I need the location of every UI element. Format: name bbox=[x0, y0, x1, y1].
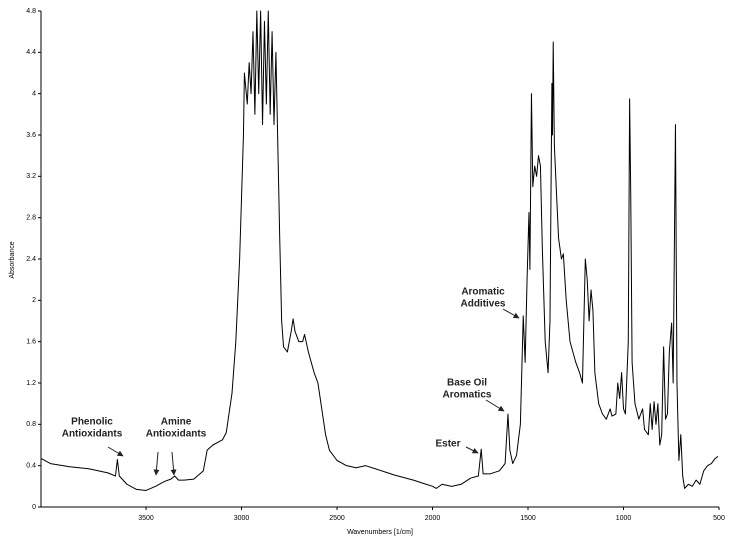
annotation: Phenolic bbox=[71, 417, 113, 428]
annotation: Aromatic bbox=[461, 287, 505, 298]
y-tick-label: 4 bbox=[32, 91, 36, 98]
annotation: Base Oil bbox=[447, 378, 487, 389]
x-tick-label: 1000 bbox=[616, 515, 632, 522]
y-tick-label: 1.2 bbox=[26, 380, 36, 387]
y-tick-label: 2.4 bbox=[26, 256, 36, 263]
y-tick-label: 3.6 bbox=[26, 132, 36, 139]
x-axis-label: Wavenumbers [1/cm] bbox=[347, 529, 413, 536]
annotation: Additives bbox=[460, 299, 505, 310]
annotation: Antioxidants bbox=[62, 429, 123, 440]
x-tick-label: 1500 bbox=[520, 515, 536, 522]
y-tick-label: 0.8 bbox=[26, 421, 36, 428]
y-tick-label: 1.6 bbox=[26, 339, 36, 346]
y-tick-label: 2 bbox=[32, 297, 36, 304]
y-tick-label: 2.8 bbox=[26, 215, 36, 222]
y-axis-label: Absorbance bbox=[9, 241, 16, 278]
y-tick-label: 4.8 bbox=[26, 8, 36, 15]
annotation: Antioxidants bbox=[146, 429, 207, 440]
y-tick-label: 0 bbox=[32, 504, 36, 511]
y-tick-label: 0.4 bbox=[26, 463, 36, 470]
annotation: Aromatics bbox=[443, 390, 492, 401]
x-tick-label: 3500 bbox=[138, 515, 154, 522]
spectrum-line bbox=[40, 10, 719, 491]
x-tick-label: 3000 bbox=[234, 515, 250, 522]
x-tick-label: 500 bbox=[713, 515, 725, 522]
x-tick-label: 2500 bbox=[329, 515, 345, 522]
annotation: Ester bbox=[435, 439, 460, 450]
x-tick-label: 2000 bbox=[425, 515, 441, 522]
y-tick-label: 4.4 bbox=[26, 49, 36, 56]
y-tick-label: 3.2 bbox=[26, 173, 36, 180]
arrows bbox=[107, 308, 520, 476]
annotation: Amine bbox=[161, 417, 192, 428]
